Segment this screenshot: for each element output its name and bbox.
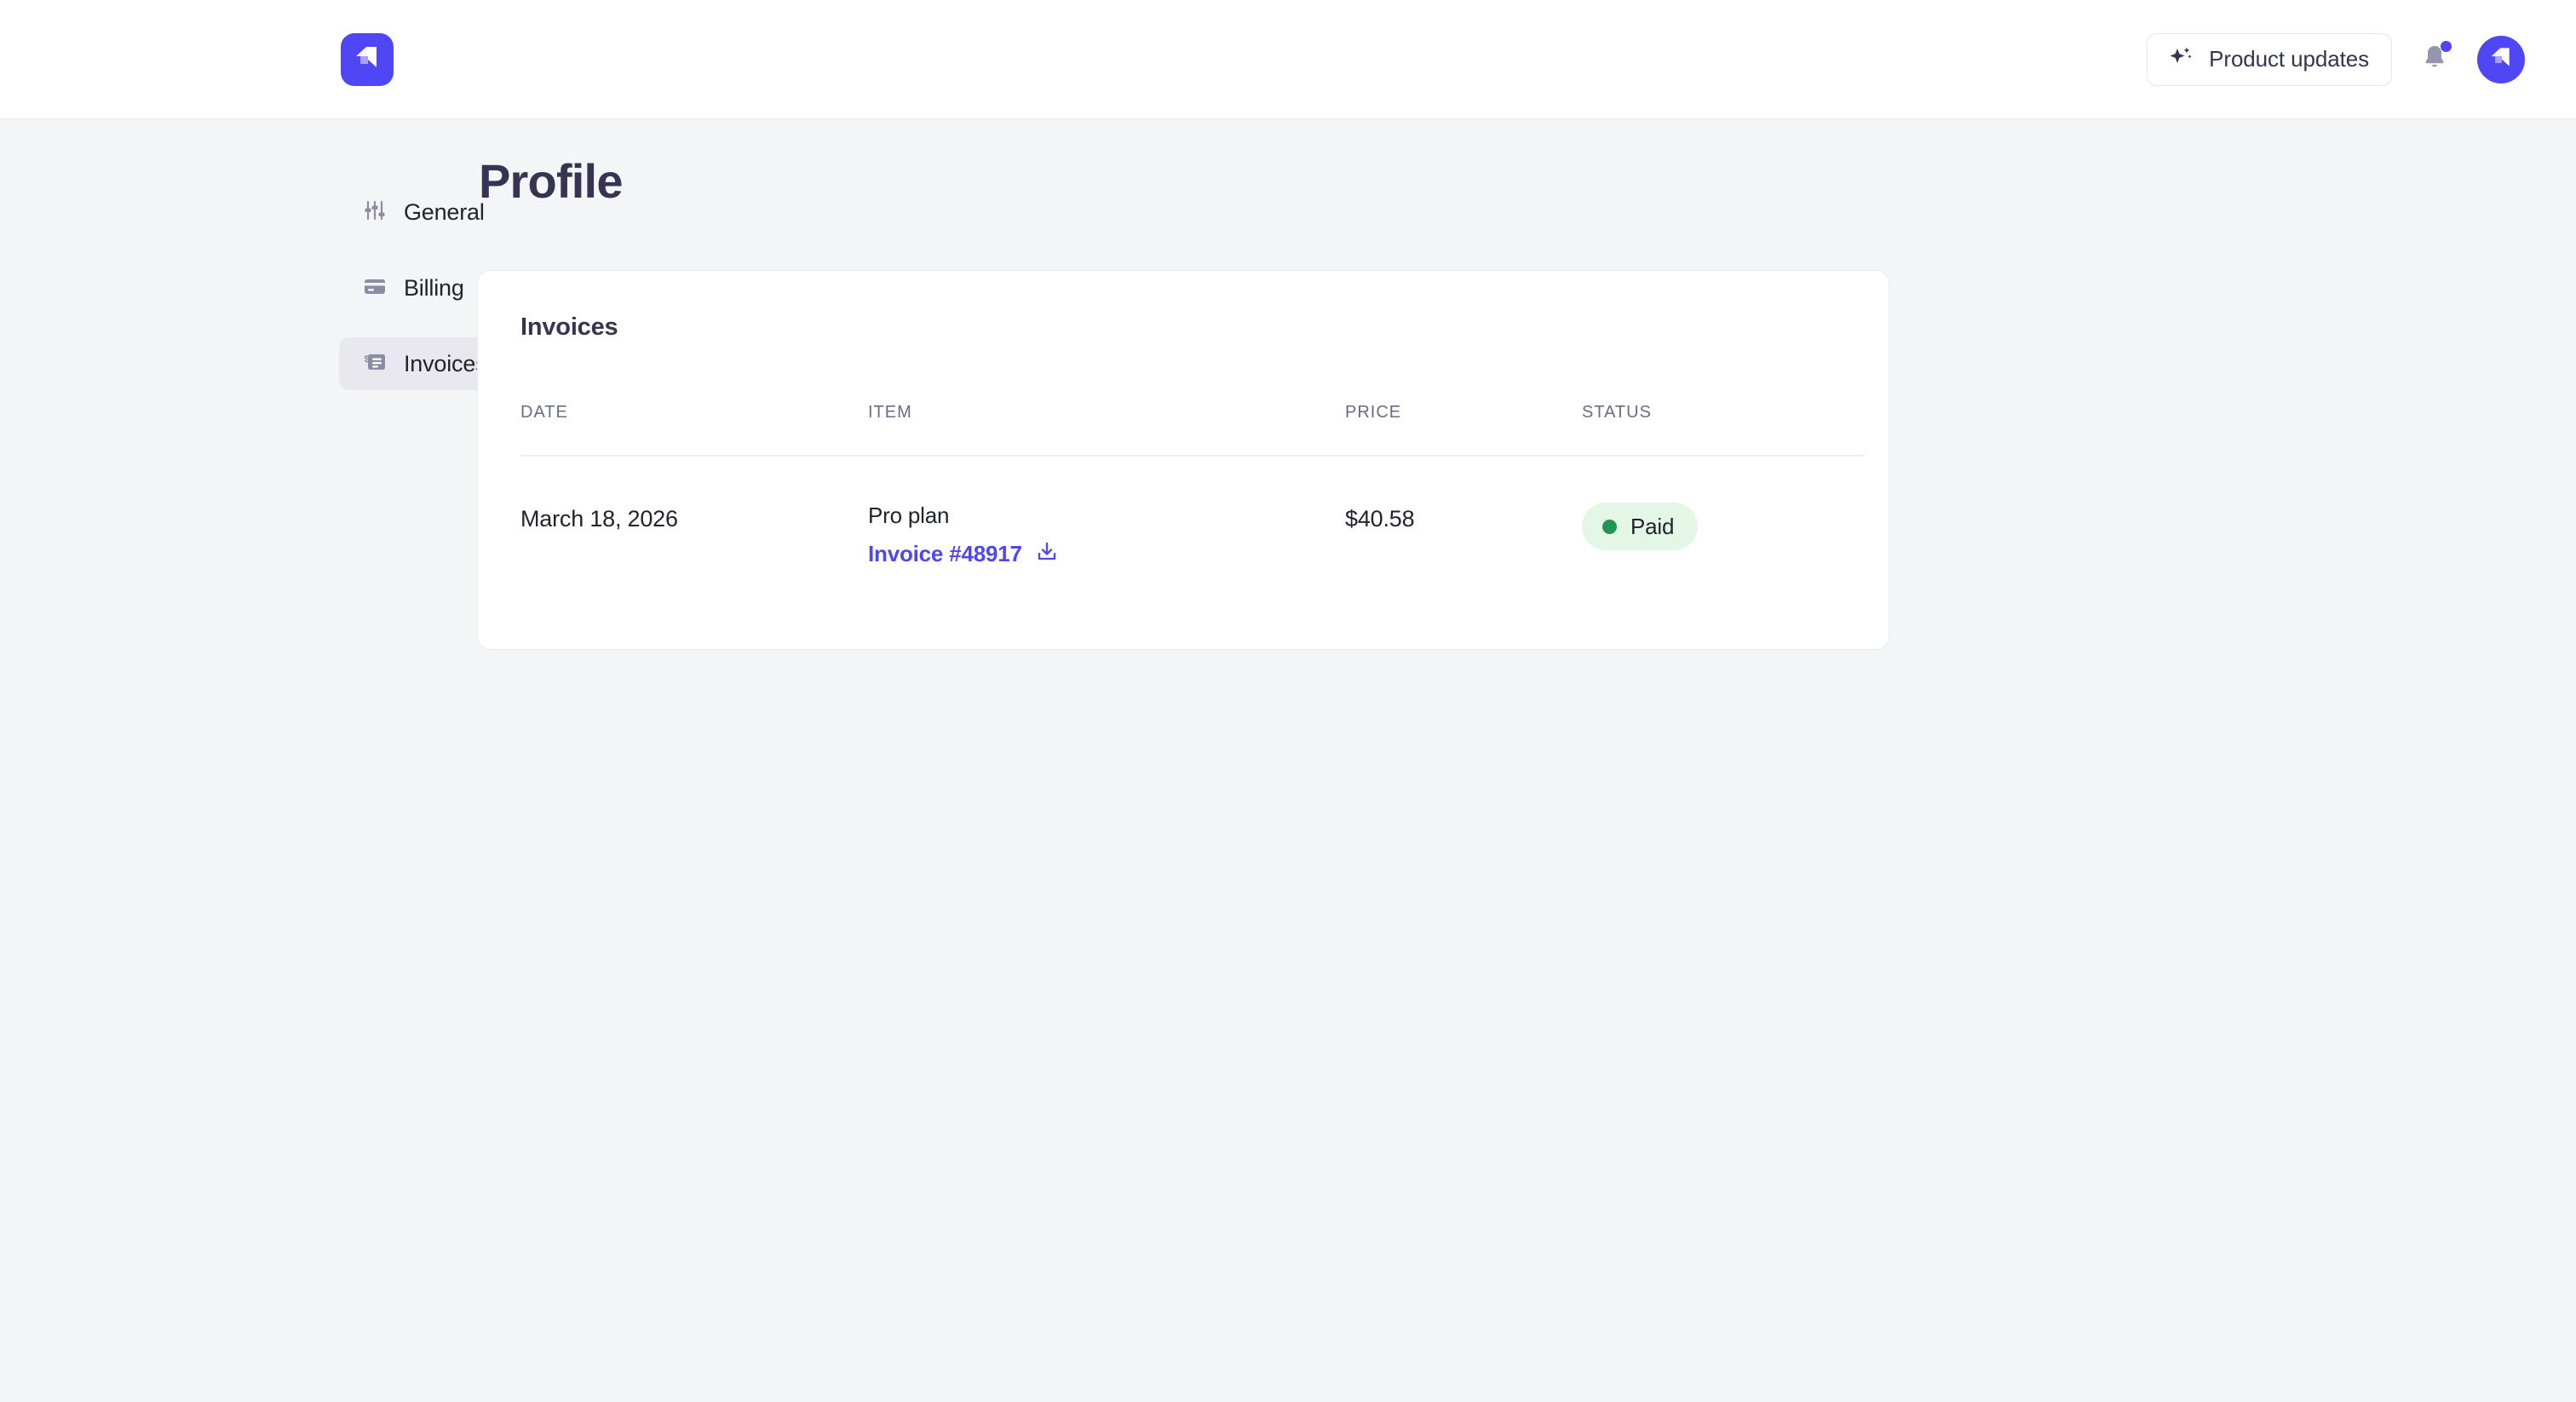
product-updates-label: Product updates xyxy=(2209,46,2369,72)
cell-price: $40.58 xyxy=(1345,456,1582,649)
column-header-status: STATUS xyxy=(1582,403,1865,457)
header-actions: Product updates xyxy=(2147,32,2525,86)
invoices-card: Invoices DATE ITEM PRICE STATUS March 18… xyxy=(477,270,1889,650)
card-title: Invoices xyxy=(520,313,618,341)
invoices-table: DATE ITEM PRICE STATUS March 18, 2026 Pr… xyxy=(520,403,1865,649)
cell-item: Pro plan Invoice #48917 xyxy=(868,456,1345,649)
download-invoice-button[interactable] xyxy=(1036,541,1058,567)
sidebar-item-general[interactable]: General xyxy=(339,186,795,238)
user-avatar[interactable] xyxy=(2477,35,2525,83)
cell-date: March 18, 2026 xyxy=(520,456,868,649)
svg-text:$: $ xyxy=(365,354,370,365)
receipt-icon: $ xyxy=(363,350,387,378)
invoice-item-name: Pro plan xyxy=(868,503,950,528)
table-header-row: DATE ITEM PRICE STATUS xyxy=(520,403,1865,457)
sidebar-item-label: Invoices xyxy=(404,350,487,376)
sidebar-item-billing[interactable]: Billing xyxy=(339,261,795,314)
column-header-item: ITEM xyxy=(868,403,1345,457)
app-logo[interactable] xyxy=(341,32,394,86)
app-logo-mark-icon xyxy=(2488,44,2514,74)
page-title: Profile xyxy=(479,154,623,208)
download-icon xyxy=(1036,541,1058,567)
sidebar-item-label: General xyxy=(404,198,485,225)
column-header-price: PRICE xyxy=(1345,403,1582,457)
settings-sidebar: General Billing $ xyxy=(0,153,795,650)
column-header-date: DATE xyxy=(520,403,868,457)
product-updates-button[interactable]: Product updates xyxy=(2147,32,2392,86)
table-row: March 18, 2026 Pro plan Invoice #48917 xyxy=(520,456,1865,649)
sliders-icon xyxy=(363,198,387,227)
notifications-button[interactable] xyxy=(2416,39,2453,80)
bell-icon xyxy=(2421,43,2448,76)
main-content: Profile Invoices DATE ITEM PRICE STATUS … xyxy=(477,153,2576,650)
credit-card-icon xyxy=(363,274,387,302)
status-badge-label: Paid xyxy=(1630,513,1675,539)
app-logo-mark-icon xyxy=(353,43,382,76)
invoice-number-link[interactable]: Invoice #48917 xyxy=(868,541,1022,566)
page-body: General Billing $ xyxy=(0,119,2576,650)
sidebar-item-label: Billing xyxy=(404,274,464,301)
invoice-date: March 18, 2026 xyxy=(520,506,678,531)
status-dot-icon xyxy=(1602,519,1617,534)
sparkles-icon xyxy=(2168,44,2194,74)
cell-status: Paid xyxy=(1582,456,1865,649)
invoice-link-row: Invoice #48917 xyxy=(868,541,1345,567)
app-header: Product updates xyxy=(0,0,2576,119)
status-badge: Paid xyxy=(1582,503,1699,550)
invoice-price: $40.58 xyxy=(1345,506,1415,531)
notification-badge-dot xyxy=(2441,40,2452,52)
